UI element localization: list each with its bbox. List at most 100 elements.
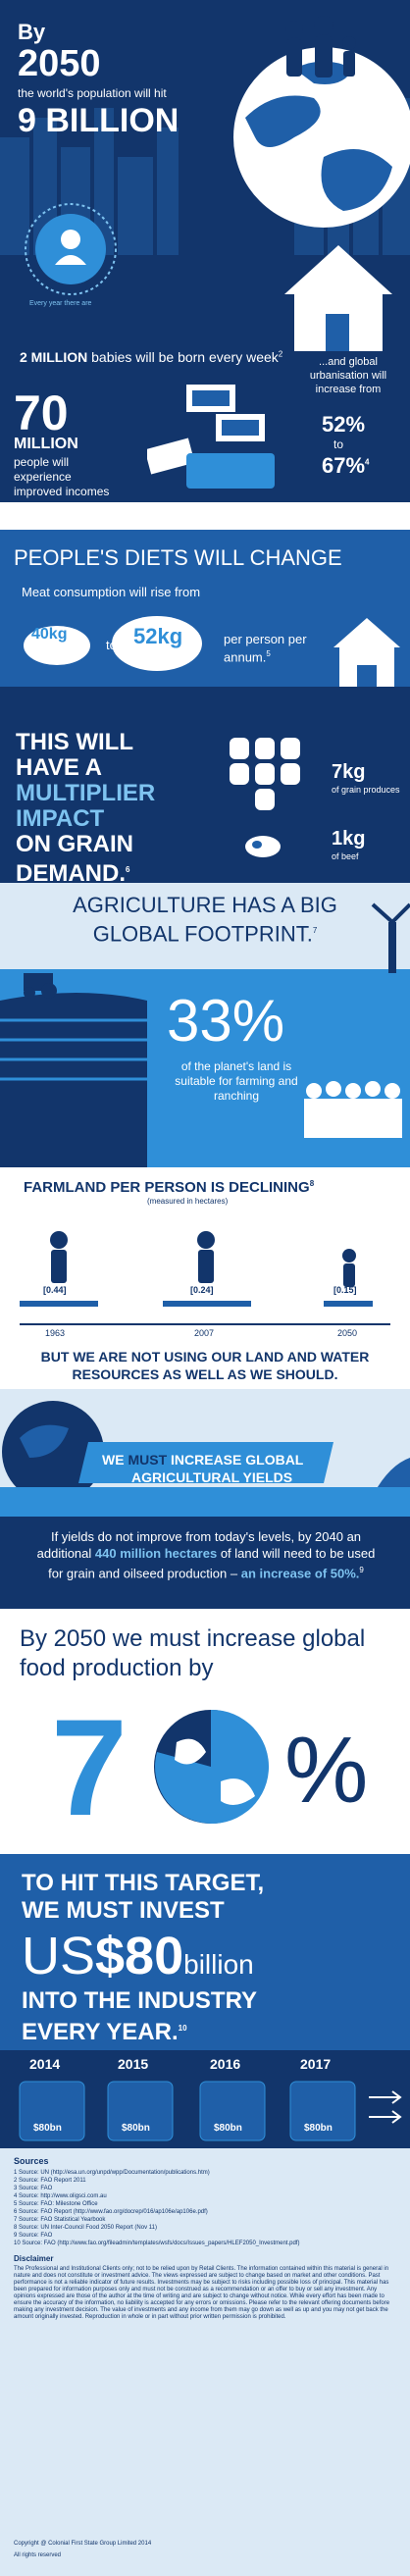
yields-highlight-1: 440 million hectares	[94, 1546, 218, 1561]
diets-section: PEOPLE'S DIETS WILL CHANGE Meat consumpt…	[0, 530, 410, 716]
source-item: 5 Source: FAO: Milestone Office	[14, 2201, 98, 2207]
grain-sacks-icon	[230, 738, 300, 810]
farmland-title: FARMLAND PER PERSON IS DECLINING8	[24, 1179, 314, 1196]
invest-section: TO HIT THIS TARGET, WE MUST INVEST US$80…	[0, 1854, 410, 2148]
meat-per-text: per person per annum.	[224, 632, 307, 665]
multiplier-line-1: THIS WILL	[16, 729, 133, 755]
source-item: 6 Source: FAO Report (http://www.fao.org…	[14, 2209, 208, 2215]
meat-from: 40kg	[31, 626, 68, 643]
farmland-year-1963: 1963	[45, 1328, 66, 1338]
multiplier-line-5: ON GRAIN	[16, 831, 133, 857]
yields-banner-1: WE MUST INCREASE GLOBAL	[102, 1452, 303, 1468]
meat-to-value: 52kg	[133, 624, 183, 648]
footprint-title-2: GLOBAL FOOTPRINT.7	[0, 918, 410, 947]
yields-increase: INCREASE GLOBAL	[171, 1452, 304, 1468]
invest-billion: billion	[183, 1949, 254, 1980]
money-illustration	[147, 385, 275, 489]
yields-must: MUST	[128, 1452, 168, 1468]
farmland-value-1963: [0.44]	[43, 1285, 67, 1295]
urban-to-number: 67%	[322, 453, 366, 478]
invest-value: $80	[95, 1927, 184, 1985]
multiplier-section: THIS WILL HAVE A MULTIPLIER IMPACT ON GR…	[0, 716, 410, 883]
food-production-section: By 2050 we must increase global food pro…	[0, 1609, 410, 1854]
land-percentage: 33%	[167, 988, 285, 1054]
multiplier-line-4: IMPACT	[16, 805, 105, 832]
beef-value: 1kg	[332, 828, 366, 850]
yields-text-2: of land will need to be used for grain a…	[48, 1546, 376, 1581]
urban-from: 52%	[322, 412, 366, 437]
by-label: By	[18, 20, 46, 44]
multiplier-line-3: MULTIPLIER	[16, 780, 156, 806]
invest-year-2015: 2015	[118, 2056, 149, 2072]
urban-to-value: 67%4	[322, 453, 370, 479]
sources-list: 1 Source: UN (http://esa.un.org/unpd/wpp…	[14, 2170, 396, 2248]
meat-ref: 5	[266, 649, 271, 658]
disclaimer-text: The Professional and Institutional Clien…	[14, 2266, 390, 2320]
multiplier-text: THIS WILL HAVE A MULTIPLIER IMPACT ON GR…	[16, 729, 156, 884]
source-item: 7 Source: FAO Statistical Yearbook	[14, 2217, 106, 2223]
meat-to: to	[106, 638, 117, 652]
farmland-value-2050-text: 0.15	[336, 1285, 354, 1295]
urban-ref: 4	[365, 457, 370, 467]
sources-section: Sources 1 Source: UN (http://esa.un.org/…	[0, 2148, 410, 2576]
multiplier-line-2: HAVE A	[16, 754, 103, 781]
farmland-year-2007: 2007	[194, 1328, 215, 1338]
footprint-title-1: AGRICULTURE HAS A BIG	[73, 893, 337, 917]
yields-we: WE	[102, 1452, 125, 1468]
year-label: 2050	[18, 43, 101, 84]
footprint-title: AGRICULTURE HAS A BIG GLOBAL FOOTPRINT.7	[0, 893, 410, 947]
disclaimer-title: Disclaimer	[14, 2254, 54, 2263]
invest-amount-2015: $80bn	[122, 2123, 150, 2134]
source-item: 9 Source: FAO	[14, 2233, 53, 2239]
source-item: 2 Source: FAO Report 2011	[14, 2178, 86, 2184]
meat-line: Meat consumption will rise from	[22, 585, 201, 599]
grain-text: of grain produces	[332, 785, 400, 795]
earth-illustration	[0, 1389, 410, 1517]
farmland-section: FARMLAND PER PERSON IS DECLINING8 (measu…	[0, 1167, 410, 1342]
ground-strip	[0, 687, 410, 716]
invest-ref: 10	[178, 2024, 187, 2033]
invest-line-5: EVERY YEAR.10	[22, 2015, 187, 2046]
food-production-globe	[154, 1709, 270, 1824]
invest-amount: US$80billion	[22, 1927, 254, 1994]
yields-banner-2: AGRICULTURAL YIELDS	[131, 1469, 293, 1485]
footprint-title-2-text: GLOBAL FOOTPRINT.	[92, 921, 313, 947]
source-item: 4 Source: http://www.oligsci.com.au	[14, 2193, 107, 2199]
source-item: 10 Source: FAO (http://www.fao.org/filea…	[14, 2241, 300, 2246]
multiplier-line-6: DEMAND.6	[16, 857, 155, 884]
farm-illustration	[0, 902, 410, 1167]
source-item: 3 Source: FAO	[14, 2186, 53, 2191]
population-section: By 2050 the world's population will hit …	[0, 0, 410, 502]
diets-title: PEOPLE'S DIETS WILL CHANGE	[14, 545, 342, 570]
babies-text: babies will be born every week	[91, 349, 279, 365]
yields-text: If yields do not improve from today's le…	[29, 1528, 383, 1581]
farmland-sub: (measured in hectares)	[147, 1197, 229, 1206]
farmland-value-2050: [0.15]	[333, 1285, 357, 1295]
invest-year-2014: 2014	[29, 2056, 61, 2072]
invest-line-5-text: EVERY YEAR.	[22, 2019, 179, 2045]
beef-text: of beef	[332, 851, 359, 861]
farmland-value-2007-text: 0.24	[193, 1285, 211, 1295]
income-rest: people will experience improved incomes …	[14, 455, 110, 517]
income-text: people will experience improved incomes …	[14, 455, 122, 518]
babies-stat: 2 MILLION babies will be born every week…	[20, 349, 304, 365]
farmland-chart	[20, 1231, 390, 1325]
invest-year-2016: 2016	[210, 2056, 241, 2072]
yields-highlight-2: an increase of 50%.	[240, 1566, 360, 1581]
food-production-percent: %	[284, 1718, 369, 1823]
population-line: the world's population will hit	[18, 86, 167, 100]
yields-text-band	[0, 1517, 410, 1609]
farmland-value-1963-text: 0.44	[46, 1285, 64, 1295]
income-section: 70 MILLION people will experience improv…	[0, 365, 410, 530]
food-production-seven: 7	[51, 1690, 128, 1844]
income-number: 70	[14, 386, 69, 440]
source-item: 8 Source: UN Inter-Council Food 2050 Rep…	[14, 2225, 157, 2231]
grain-value: 7kg	[332, 761, 366, 783]
yields-ref: 9	[359, 1566, 364, 1574]
multiplier-line-6-text: DEMAND.	[16, 860, 126, 884]
badge-text: Every year there are	[29, 300, 92, 307]
rights-text: All rights reserved	[14, 2552, 62, 2558]
invest-amount-2016: $80bn	[214, 2123, 242, 2134]
invest-line-2: WE MUST INVEST	[22, 1897, 225, 1924]
income-ref: 3	[75, 502, 79, 511]
